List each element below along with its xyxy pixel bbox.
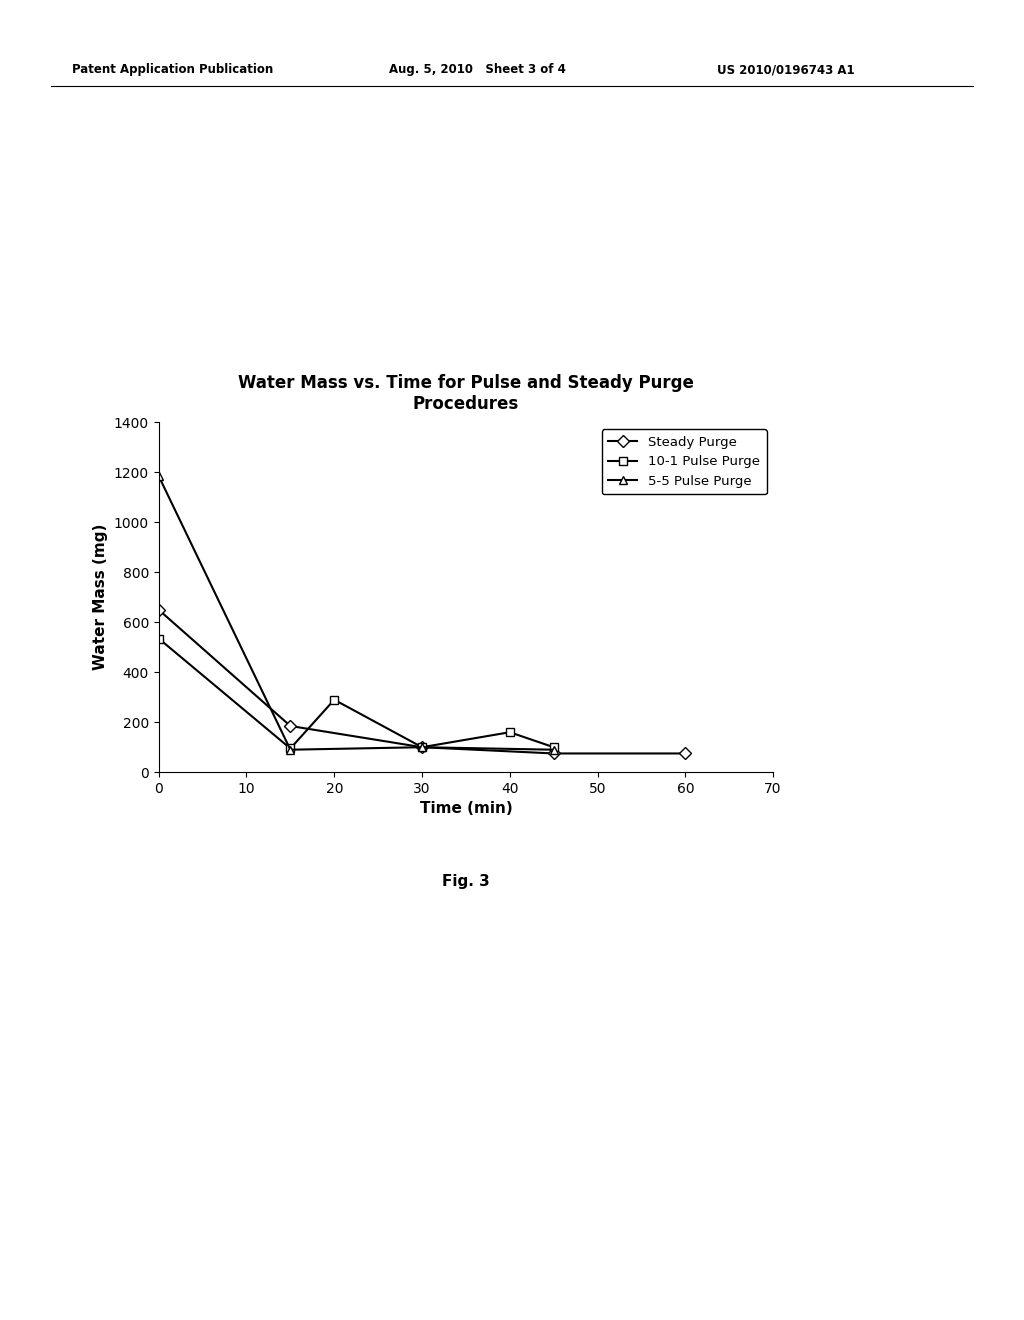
Steady Purge <box>416 739 428 755</box>
Title: Water Mass vs. Time for Pulse and Steady Purge
Procedures: Water Mass vs. Time for Pulse and Steady… <box>238 374 694 413</box>
Text: Fig. 3: Fig. 3 <box>442 874 489 888</box>
5-5 Pulse Purge <box>285 742 297 758</box>
Steady Purge <box>679 746 691 762</box>
Y-axis label: Water Mass (mg): Water Mass (mg) <box>93 524 109 671</box>
5-5 Pulse Purge <box>416 739 428 755</box>
10-1 Pulse Purge <box>416 739 428 755</box>
Text: Aug. 5, 2010   Sheet 3 of 4: Aug. 5, 2010 Sheet 3 of 4 <box>389 63 566 77</box>
10-1 Pulse Purge <box>285 741 297 756</box>
X-axis label: Time (min): Time (min) <box>420 801 512 817</box>
10-1 Pulse Purge <box>153 631 165 647</box>
Steady Purge <box>153 602 165 618</box>
Line: 10-1 Pulse Purge: 10-1 Pulse Purge <box>155 635 558 752</box>
5-5 Pulse Purge <box>153 469 165 484</box>
Text: US 2010/0196743 A1: US 2010/0196743 A1 <box>717 63 854 77</box>
5-5 Pulse Purge <box>548 742 560 758</box>
Line: 5-5 Pulse Purge: 5-5 Pulse Purge <box>155 473 558 754</box>
Steady Purge <box>548 746 560 762</box>
Legend: Steady Purge, 10-1 Pulse Purge, 5-5 Pulse Purge: Steady Purge, 10-1 Pulse Purge, 5-5 Puls… <box>602 429 767 495</box>
10-1 Pulse Purge <box>548 739 560 755</box>
Steady Purge <box>285 718 297 734</box>
Text: Patent Application Publication: Patent Application Publication <box>72 63 273 77</box>
10-1 Pulse Purge <box>504 725 516 741</box>
Line: Steady Purge: Steady Purge <box>155 606 689 758</box>
10-1 Pulse Purge <box>328 692 340 708</box>
